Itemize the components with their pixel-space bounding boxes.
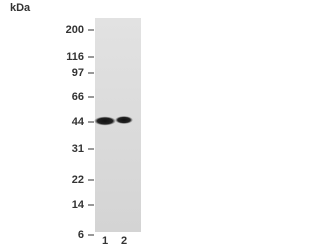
marker-label: 14 [72, 199, 85, 211]
marker-label: 44 [72, 116, 85, 128]
marker-label: 97 [72, 67, 84, 79]
band [115, 116, 133, 124]
lane-label: 2 [121, 235, 127, 247]
marker-ladder: 200 116 97 66 44 31 22 14 6 [66, 24, 94, 241]
marker-label: 31 [72, 143, 84, 155]
marker-label: 200 [66, 24, 84, 36]
marker-label: 22 [72, 174, 84, 186]
band [94, 116, 116, 126]
unit-label: kDa [10, 2, 31, 14]
marker-label: 116 [66, 51, 84, 63]
marker-label: 66 [72, 91, 84, 103]
marker-label: 6 [78, 229, 84, 241]
lane-label: 1 [102, 235, 108, 247]
